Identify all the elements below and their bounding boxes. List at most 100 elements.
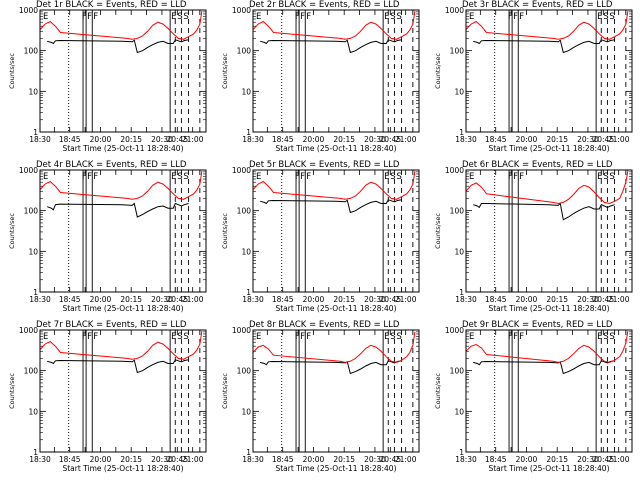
x-tick-label: 18:30 <box>29 135 51 144</box>
y-tick-label: 1000 <box>19 166 38 175</box>
x-tick-label: 21:00 <box>608 455 630 464</box>
y-tick-label: 10 <box>454 87 464 96</box>
annotation-label: F <box>82 12 87 22</box>
x-tick-label: 20:45 <box>166 135 188 144</box>
annotation-label: S <box>390 12 395 22</box>
lld-series-line <box>465 170 629 205</box>
annotation-label: E <box>171 332 176 342</box>
y-tick-label: 10 <box>241 407 251 416</box>
events-series-line <box>473 202 615 221</box>
annotation-label: F <box>93 172 98 182</box>
y-axis-label: Counts/sec <box>221 213 229 249</box>
annotation-label: F <box>300 12 305 22</box>
plot-title: Det 3r BLACK = Events, RED = LLD <box>462 0 613 10</box>
x-tick-label: 20:00 <box>516 455 538 464</box>
detector-plot-3: Det 3r BLACK = Events, RED = LLD Counts/s… <box>434 0 633 153</box>
annotation-label: F <box>513 12 518 22</box>
x-tick-label: 18:45 <box>272 135 294 144</box>
x-tick-label: 21:00 <box>395 135 417 144</box>
detector-plot-7: Det 7r BLACK = Events, RED = LLD Counts/s… <box>8 320 207 473</box>
y-tick-label: 100 <box>237 47 252 56</box>
y-tick-label: 10 <box>28 407 38 416</box>
annotation-label: E <box>256 332 261 342</box>
x-tick-label: 18:30 <box>242 295 264 304</box>
x-tick-label: 20:45 <box>592 455 614 464</box>
annotation-label: F <box>295 332 300 342</box>
annotation-label: E <box>469 12 474 22</box>
annotation-label: S <box>603 172 608 182</box>
detector-plot-6: Det 6r BLACK = Events, RED = LLD Counts/s… <box>434 160 633 313</box>
events-series-line <box>260 199 402 214</box>
x-tick-label: 20:30 <box>151 455 173 464</box>
y-tick-label: 1 <box>459 128 464 137</box>
y-tick-label: 10 <box>241 87 251 96</box>
annotation-label: E <box>256 12 261 22</box>
y-axis-label: Counts/sec <box>221 53 229 89</box>
x-axis-label: Start Time (25-Oct-11 18:28:40) <box>488 304 609 313</box>
y-tick-label: 1000 <box>445 6 464 15</box>
detector-plot-1: Det 1r BLACK = Events, RED = LLD Counts/s… <box>8 0 207 153</box>
annotation-label: S <box>183 172 188 182</box>
annotation-label: E <box>171 172 176 182</box>
y-tick-label: 10 <box>454 407 464 416</box>
x-tick-label: 20:45 <box>592 295 614 304</box>
plot-frame <box>252 9 420 133</box>
x-axis-label: Start Time (25-Oct-11 18:28:40) <box>62 464 183 473</box>
lld-series-line <box>39 10 203 40</box>
x-tick-label: 20:45 <box>379 135 401 144</box>
plot-frame <box>465 329 633 453</box>
annotation-label: F <box>295 172 300 182</box>
annotation-label: S <box>177 172 182 182</box>
y-tick-label: 1 <box>33 288 38 297</box>
events-series-line <box>473 39 615 54</box>
x-tick-label: 18:45 <box>59 135 81 144</box>
y-tick-label: 1 <box>246 448 251 457</box>
annotation-label: F <box>508 172 513 182</box>
x-tick-label: 21:00 <box>182 295 204 304</box>
annotation-label: F <box>508 12 513 22</box>
annotation-label: E <box>256 172 261 182</box>
annotation-label: F <box>306 172 311 182</box>
plot-frame <box>39 169 207 293</box>
annotation-label: E <box>384 332 389 342</box>
y-axis-label: Counts/sec <box>434 373 442 409</box>
y-tick-label: 1000 <box>232 6 251 15</box>
annotation-label: F <box>508 332 513 342</box>
plot-title: Det 2r BLACK = Events, RED = LLD <box>249 0 400 10</box>
x-tick-label: 20:45 <box>166 455 188 464</box>
plot-frame <box>252 329 420 453</box>
detector-plot-2: Det 2r BLACK = Events, RED = LLD Counts/s… <box>221 0 420 153</box>
x-tick-label: 20:30 <box>364 455 386 464</box>
plot-title: Det 6r BLACK = Events, RED = LLD <box>462 160 613 170</box>
events-series-line <box>47 39 189 54</box>
events-series-line <box>47 202 189 218</box>
annotation-label: F <box>82 172 87 182</box>
x-tick-label: 18:45 <box>485 455 507 464</box>
annotation-label: F <box>519 172 524 182</box>
lld-series-line <box>39 330 203 360</box>
events-series-line <box>260 360 402 375</box>
events-series-line <box>473 360 615 375</box>
x-tick-label: 18:30 <box>242 135 264 144</box>
y-tick-label: 10 <box>28 247 38 256</box>
x-axis-label: Start Time (25-Oct-11 18:28:40) <box>275 464 396 473</box>
annotation-label: F <box>295 12 300 22</box>
annotation-label: S <box>396 12 401 22</box>
plot-frame <box>465 9 633 133</box>
y-tick-label: 1 <box>246 128 251 137</box>
y-tick-label: 100 <box>24 207 39 216</box>
x-tick-label: 20:30 <box>151 135 173 144</box>
annotation-label: E <box>171 12 176 22</box>
annotation-label: E <box>384 12 389 22</box>
y-tick-label: 1000 <box>19 6 38 15</box>
annotation-label: E <box>43 12 48 22</box>
annotation-label: F <box>519 332 524 342</box>
annotation-label: E <box>384 172 389 182</box>
x-axis-label: Start Time (25-Oct-11 18:28:40) <box>275 144 396 153</box>
x-tick-label: 18:45 <box>485 135 507 144</box>
x-tick-label: 20:00 <box>90 135 112 144</box>
plot-title: Det 1r BLACK = Events, RED = LLD <box>36 0 187 10</box>
x-tick-label: 20:30 <box>364 295 386 304</box>
y-tick-label: 1000 <box>445 326 464 335</box>
x-tick-label: 20:30 <box>577 295 599 304</box>
